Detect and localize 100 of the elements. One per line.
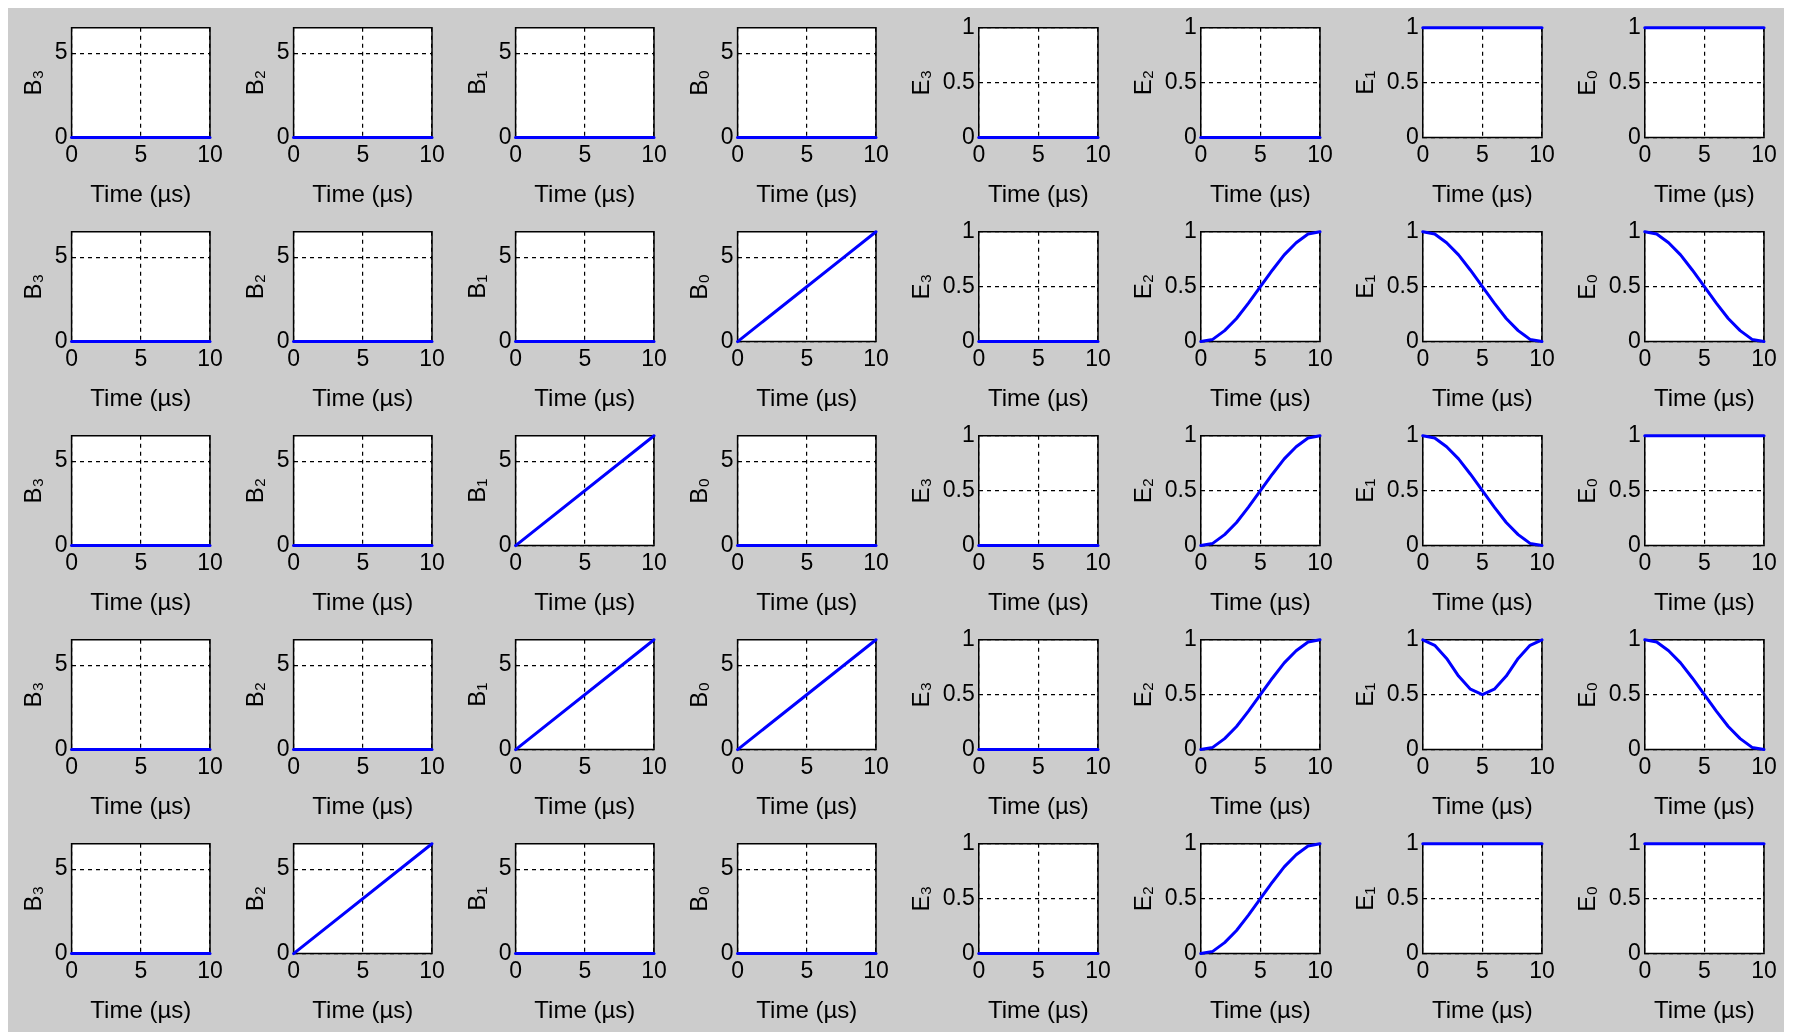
x-axis-title: Time (µs) [1653, 384, 1755, 412]
y-tick-label: 0 [720, 122, 734, 149]
x-axis-title: Time (µs) [90, 996, 192, 1024]
y-tick-label: 0 [276, 530, 290, 557]
x-tick-label: 5 [356, 140, 370, 167]
y-tick-label: 1 [1627, 829, 1641, 856]
x-tick-label: 10 [641, 344, 667, 371]
y-tick-label: 1 [1183, 13, 1197, 40]
x-tick-label: 10 [1529, 344, 1555, 371]
y-tick-label: 5 [720, 242, 734, 269]
y-axis-title: B₃ [19, 681, 47, 708]
x-axis-title: Time (µs) [1653, 588, 1755, 616]
x-axis-title: Time (µs) [1431, 792, 1533, 820]
x-tick-label: 10 [1307, 548, 1333, 575]
x-tick-label: 10 [863, 140, 889, 167]
x-axis-title: Time (µs) [756, 792, 858, 820]
y-tick-label: 5 [498, 650, 512, 677]
y-tick-label: 0 [276, 122, 290, 149]
x-axis-title: Time (µs) [534, 384, 636, 412]
y-axis-title: B₀ [685, 273, 713, 300]
x-axis-title: Time (µs) [312, 792, 414, 820]
x-tick-label: 10 [641, 956, 667, 983]
y-tick-label: 0 [276, 734, 290, 761]
x-axis-title: Time (µs) [1209, 384, 1311, 412]
y-tick-label: 0.5 [1164, 476, 1197, 503]
y-tick-label: 0 [1183, 938, 1197, 965]
x-tick-label: 5 [134, 752, 148, 779]
y-tick-label: 0.5 [1164, 884, 1197, 911]
y-tick-label: 0 [961, 734, 975, 761]
y-axis-title: E₃ [907, 477, 935, 504]
x-axis-title: Time (µs) [1431, 996, 1533, 1024]
x-tick-label: 5 [1031, 344, 1045, 371]
y-tick-label: 0 [1183, 734, 1197, 761]
y-tick-label: 0 [1405, 326, 1419, 353]
y-tick-label: 0.5 [1164, 680, 1197, 707]
y-tick-label: 1 [1627, 625, 1641, 652]
x-axis-title: Time (µs) [1653, 180, 1755, 208]
y-tick-label: 0 [54, 938, 68, 965]
x-axis-title: Time (µs) [312, 588, 414, 616]
y-tick-label: 5 [720, 650, 734, 677]
y-tick-label: 5 [498, 38, 512, 65]
x-tick-label: 10 [1529, 140, 1555, 167]
x-axis-title: Time (µs) [1209, 180, 1311, 208]
x-tick-label: 10 [197, 548, 223, 575]
y-axis-title: E₂ [1129, 886, 1157, 912]
y-axis-title: B₃ [19, 477, 47, 504]
x-tick-label: 10 [1307, 140, 1333, 167]
x-axis-title: Time (µs) [90, 180, 192, 208]
y-tick-label: 0.5 [1164, 272, 1197, 299]
y-axis-title: B₂ [241, 886, 269, 912]
x-tick-label: 5 [134, 140, 148, 167]
y-tick-label: 1 [1627, 13, 1641, 40]
y-tick-label: 0.5 [1386, 680, 1419, 707]
y-tick-label: 0 [54, 734, 68, 761]
y-tick-label: 0 [1183, 122, 1197, 149]
y-axis-title: B₃ [19, 273, 47, 300]
y-tick-label: 0.5 [1608, 272, 1641, 299]
y-tick-label: 5 [720, 38, 734, 65]
x-axis-title: Time (µs) [756, 180, 858, 208]
y-tick-label: 0.5 [1386, 272, 1419, 299]
y-axis-title: E₃ [907, 681, 935, 708]
y-tick-label: 0 [1405, 734, 1419, 761]
x-axis-title: Time (µs) [987, 384, 1089, 412]
y-tick-label: 1 [1183, 421, 1197, 448]
y-tick-label: 1 [961, 13, 975, 40]
x-axis-title: Time (µs) [1209, 588, 1311, 616]
x-tick-label: 10 [641, 548, 667, 575]
x-axis-title: Time (µs) [1209, 996, 1311, 1024]
y-tick-label: 1 [1627, 217, 1641, 244]
y-tick-label: 0.5 [942, 884, 975, 911]
y-tick-label: 1 [961, 625, 975, 652]
x-axis-title: Time (µs) [987, 180, 1089, 208]
y-tick-label: 5 [498, 854, 512, 881]
x-axis-title: Time (µs) [1209, 792, 1311, 820]
x-axis-title: Time (µs) [1431, 384, 1533, 412]
x-tick-label: 10 [197, 956, 223, 983]
y-tick-label: 0.5 [1164, 68, 1197, 95]
y-tick-label: 0 [720, 938, 734, 965]
x-axis-title: Time (µs) [90, 792, 192, 820]
y-axis-title: E₀ [1573, 69, 1601, 96]
y-axis-title: B₀ [685, 681, 713, 708]
y-tick-label: 0 [1627, 530, 1641, 557]
x-tick-label: 5 [1697, 548, 1711, 575]
y-axis-title: B₃ [19, 885, 47, 912]
x-axis-title: Time (µs) [90, 384, 192, 412]
x-axis-title: Time (µs) [312, 180, 414, 208]
y-tick-label: 0.5 [1386, 68, 1419, 95]
x-axis-title: Time (µs) [1653, 792, 1755, 820]
x-tick-label: 5 [1253, 956, 1267, 983]
y-tick-label: 0.5 [1386, 884, 1419, 911]
y-tick-label: 0 [1627, 938, 1641, 965]
x-axis-title: Time (µs) [987, 996, 1089, 1024]
x-tick-label: 10 [1085, 548, 1111, 575]
y-axis-title: E₂ [1129, 682, 1157, 708]
y-axis-title: E₁ [1351, 886, 1379, 911]
y-tick-label: 5 [498, 242, 512, 269]
y-axis-title: B₂ [241, 682, 269, 708]
x-axis-title: Time (µs) [1431, 588, 1533, 616]
y-tick-label: 0 [54, 326, 68, 353]
x-tick-label: 5 [1253, 548, 1267, 575]
